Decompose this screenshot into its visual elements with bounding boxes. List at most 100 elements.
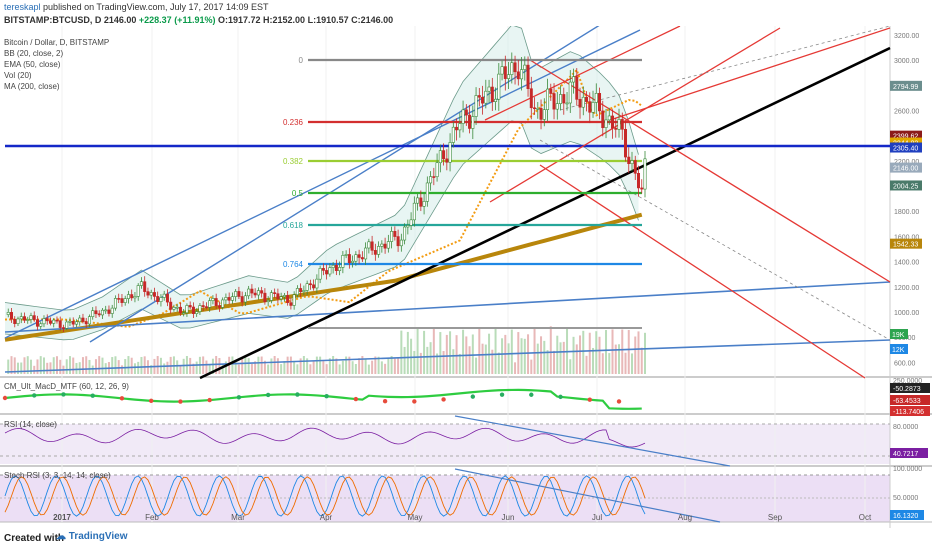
candle-body (256, 290, 260, 296)
price-tag (890, 80, 922, 91)
volume-bar (315, 356, 318, 374)
volume-bar (507, 343, 510, 374)
candle-body (630, 160, 634, 165)
volume-bar (361, 356, 364, 374)
volume-bar (494, 327, 497, 374)
volume-tag-label: 12K (892, 347, 905, 354)
candle-body (406, 225, 410, 228)
volume-bar (510, 329, 513, 374)
candle-body (19, 316, 23, 320)
candle-body (182, 312, 186, 315)
time-tick-label: 2017 (53, 513, 71, 522)
time-tick-label: Oct (859, 513, 872, 522)
macd-tag (890, 406, 930, 416)
volume-bar (403, 346, 406, 374)
stoch-tag-label: 16.1320 (893, 513, 918, 520)
legend-vol[interactable]: Vol (20) (4, 71, 32, 80)
candle-body (318, 268, 322, 280)
candle-body (110, 307, 114, 314)
candle-body (208, 300, 212, 308)
candle-body (159, 297, 163, 303)
trend-line (4, 339, 891, 373)
candle-body (286, 295, 290, 303)
candle-body (126, 294, 130, 299)
volume-bar (338, 364, 341, 374)
candle-body (351, 260, 355, 264)
candle-body (13, 318, 17, 324)
time-axis[interactable]: 2017 Feb Mar Apr May Jun Jul Aug Sep Oct (53, 513, 872, 522)
price-axis[interactable]: 3200.003000.002800.002600.002400.002200.… (890, 33, 930, 520)
legend-macd[interactable]: CM_Ult_MacD_MTF (60, 12, 26, 9) (4, 382, 129, 391)
macd-dot (61, 392, 66, 397)
volume-bar (530, 359, 533, 374)
volume-bar (595, 331, 598, 374)
time-tick-label: Mar (231, 513, 245, 522)
volume-bar (549, 326, 552, 374)
candle-body (152, 292, 156, 297)
legend-stoch[interactable]: Stoch RSI (3, 3, 14, 14, close) (4, 471, 111, 480)
volume-bar (562, 341, 565, 374)
candle-body (549, 88, 553, 94)
price-tag-label: 2794.99 (893, 84, 918, 91)
volume-bar (575, 344, 578, 374)
tradingview-logo[interactable]: ☁ TradingView (56, 531, 128, 542)
candle-body (149, 292, 153, 296)
candle-body (458, 123, 462, 131)
candle-body (48, 320, 52, 324)
fib-level-label: 0.236 (283, 118, 304, 127)
volume-bar (449, 331, 452, 374)
volume-bar (101, 357, 104, 374)
symbol: BITSTAMP:BTCUSD, D (4, 15, 102, 25)
legend-ma[interactable]: MA (200, close) (4, 82, 60, 91)
volume-bar (481, 343, 484, 374)
trend-lines[interactable] (4, 26, 891, 380)
candle-body (295, 288, 299, 296)
fib-retracement[interactable]: 0 0.236 0.382 0.5 0.618 0.764 (283, 56, 642, 329)
candle-body (607, 115, 611, 121)
volume-bar (341, 360, 344, 374)
candle-body (464, 109, 468, 116)
candle-body (575, 76, 579, 100)
candle-body (448, 142, 452, 163)
volume-bar (306, 358, 309, 374)
candle-body (432, 176, 436, 178)
candle-body (292, 294, 296, 306)
candle-body (341, 255, 345, 268)
volume-bar (351, 361, 354, 374)
volume-bar (176, 360, 179, 374)
candle-body (497, 73, 501, 100)
candle-body (360, 257, 364, 260)
volume-bar (81, 357, 84, 374)
candle-body (390, 231, 394, 242)
candle-body (221, 299, 225, 308)
candle-body (364, 247, 368, 260)
volume-bar (627, 330, 630, 374)
candle-body (334, 264, 338, 271)
candle-body (9, 312, 13, 320)
candle-body (422, 201, 426, 207)
chart-area[interactable]: 0 0.236 0.382 0.5 0.618 0.764 3200.00 3000.00 2… (0, 26, 932, 528)
volume-bar (380, 361, 383, 374)
author-link[interactable]: tereskapl (4, 2, 41, 12)
rsi-axis-label: 80.0000 (893, 424, 918, 431)
volume-bar (280, 364, 283, 374)
macd-dot (207, 397, 212, 403)
volume-bar (569, 359, 572, 374)
candle-body (438, 150, 442, 164)
legend-bb[interactable]: BB (20, close, 2) (4, 49, 64, 58)
volume-bar (33, 365, 36, 374)
volume-bar (416, 328, 419, 374)
candle-body (620, 119, 624, 130)
candle-body (409, 219, 413, 226)
legend-ema[interactable]: EMA (50, close) (4, 60, 61, 69)
volume-bar (527, 334, 530, 374)
legend-rsi[interactable]: RSI (14, close) (4, 420, 57, 429)
volume-bar (439, 332, 442, 374)
volume-bar (471, 334, 474, 374)
candle-body (211, 298, 215, 301)
candle-body (380, 243, 384, 247)
volume-bar (640, 347, 643, 374)
volume-bar (182, 358, 185, 374)
volume-bar (296, 364, 299, 374)
candle-body (539, 108, 543, 120)
